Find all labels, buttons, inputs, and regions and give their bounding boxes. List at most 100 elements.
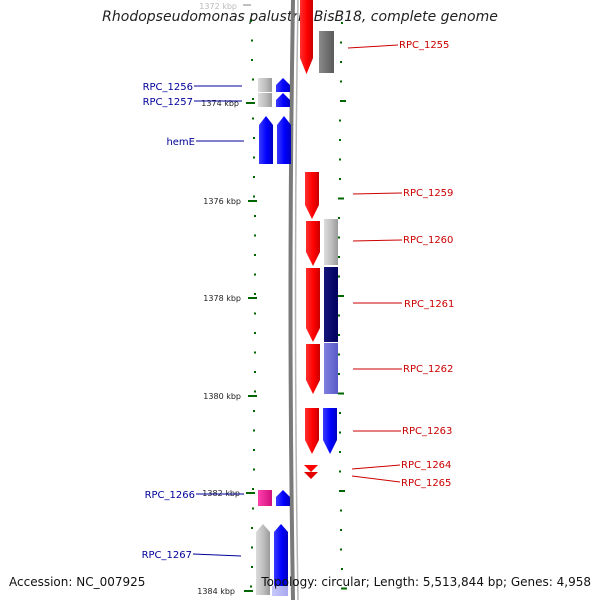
- scale-tick-1374: 1374 kbp: [201, 99, 255, 108]
- gene-label-RPC_1255[interactable]: RPC_1255: [399, 40, 449, 51]
- scale-dot: [251, 566, 253, 568]
- gene-label-RPC_1260[interactable]: RPC_1260: [403, 235, 453, 246]
- scale-dot: [252, 98, 254, 100]
- scale-dot: [253, 137, 255, 139]
- gene-label-RPC_1265[interactable]: RPC_1265: [401, 478, 451, 489]
- scale-tick-1384: 1384 kbp: [197, 587, 253, 596]
- scale-dot: [253, 429, 255, 432]
- gene-label-RPC_1257[interactable]: RPC_1257: [143, 97, 193, 108]
- scale-dot: [338, 256, 340, 258]
- gene-label-hemE[interactable]: hemE: [166, 137, 195, 148]
- scale-dot: [339, 470, 341, 473]
- scale-dot: [250, 585, 252, 588]
- gene-RPC_1262[interactable]: [306, 343, 338, 394]
- scale-dot: [253, 468, 255, 471]
- genome-stats-text: Topology: circular; Length: 5,513,844 bp…: [261, 575, 591, 589]
- scale-dot: [340, 529, 342, 531]
- scale-dot: [253, 156, 255, 159]
- scale-dot: [338, 275, 340, 278]
- scale-tick-label: 1374 kbp: [201, 99, 239, 108]
- gene-RPC_1261[interactable]: [306, 267, 338, 342]
- scale-dot: [339, 139, 341, 141]
- scale-dot: [254, 332, 256, 334]
- scale-dot: [339, 412, 341, 414]
- scale-tick-1380: 1380 kbp: [203, 392, 257, 401]
- scale-tick-label: 1384 kbp: [197, 587, 235, 596]
- gene-label-RPC_1264[interactable]: RPC_1264: [401, 460, 451, 471]
- scale-dot: [254, 293, 256, 295]
- scale-dot: [254, 273, 256, 276]
- scale-dot: [338, 392, 344, 395]
- gene-label-RPC_1263[interactable]: RPC_1263: [402, 426, 452, 437]
- scale-dot: [338, 373, 340, 375]
- scale-dot: [253, 195, 255, 198]
- scale-dot: [253, 449, 255, 451]
- gene-RPC_1264[interactable]: [304, 465, 318, 472]
- label-leaders: [192, 44, 403, 557]
- scale-tick-1372: 1372 kbp: [199, 2, 251, 11]
- scale-dot: [338, 353, 340, 356]
- scale-dot: [253, 176, 255, 178]
- scale-dot: [339, 119, 341, 122]
- scale-dot: [339, 158, 341, 161]
- accession-text: Accession: NC_007925: [9, 575, 146, 589]
- gene-RPC_1265[interactable]: [304, 472, 318, 479]
- scale-dot: [338, 295, 344, 297]
- gene-RPC_1260[interactable]: [306, 219, 338, 266]
- scale-tick-1376: 1376 kbp: [203, 197, 257, 206]
- scale-dot: [340, 61, 342, 63]
- scale-dot: [254, 312, 256, 315]
- scale-dot: [340, 100, 346, 102]
- scale-dot: [339, 490, 345, 492]
- gene-RPC_1257[interactable]: [258, 93, 290, 107]
- scale-dot: [340, 509, 342, 512]
- gene-hemE[interactable]: [259, 116, 291, 164]
- scale-dot: [254, 254, 256, 256]
- scale-dots-right: [338, 22, 347, 590]
- gene-label-RPC_1256[interactable]: RPC_1256: [143, 82, 193, 93]
- scale-dot: [341, 587, 347, 590]
- gene-label-RPC_1267[interactable]: RPC_1267: [142, 550, 192, 561]
- scale-dot: [251, 527, 253, 529]
- scale-dots-left: [250, 20, 256, 588]
- gene-RPC_1263[interactable]: [305, 408, 337, 454]
- scale-dot: [253, 410, 255, 412]
- scale-dot: [339, 451, 341, 453]
- gene-label-RPC_1266[interactable]: RPC_1266: [145, 490, 195, 501]
- scale-dot: [339, 431, 341, 434]
- scale-dot: [252, 488, 254, 490]
- gene-RPC_1259[interactable]: [305, 172, 319, 219]
- scale-dot: [254, 351, 256, 354]
- scale-dot: [254, 215, 256, 217]
- gene-label-RPC_1262[interactable]: RPC_1262: [403, 364, 453, 375]
- gene-label-RPC_1261[interactable]: RPC_1261: [404, 299, 454, 310]
- gene-label-RPC_1259[interactable]: RPC_1259: [403, 188, 453, 199]
- scale-dot: [338, 217, 340, 219]
- scale-tick-1378: 1378 kbp: [203, 294, 257, 303]
- scale-dot: [341, 568, 343, 570]
- scale-dot: [340, 548, 342, 551]
- scale-dot: [341, 22, 343, 24]
- scale-dot: [254, 371, 256, 373]
- scale-dot: [252, 507, 254, 510]
- scale-dot: [338, 334, 340, 336]
- scale-tick-label: 1380 kbp: [203, 392, 241, 401]
- scale-dot: [251, 546, 253, 549]
- scale-dot: [338, 236, 340, 239]
- gene-RPC_1266[interactable]: [258, 490, 290, 506]
- scale-dot: [340, 41, 342, 44]
- gene-RPC_1255[interactable]: [300, 0, 334, 74]
- genome-backbone-shadow: [294, 0, 299, 600]
- scale-dot: [338, 197, 344, 200]
- scale-dot: [251, 59, 253, 61]
- gene-RPC_1267[interactable]: [256, 524, 288, 596]
- scale-tick-label: 1378 kbp: [203, 294, 241, 303]
- scale-dot: [252, 117, 254, 120]
- scale-dot: [252, 78, 254, 81]
- scale-dot: [340, 80, 342, 83]
- scale-dot: [251, 39, 253, 42]
- genome-backbone: [288, 0, 295, 600]
- scale-dot: [338, 314, 340, 317]
- gene-RPC_1256[interactable]: [258, 78, 290, 92]
